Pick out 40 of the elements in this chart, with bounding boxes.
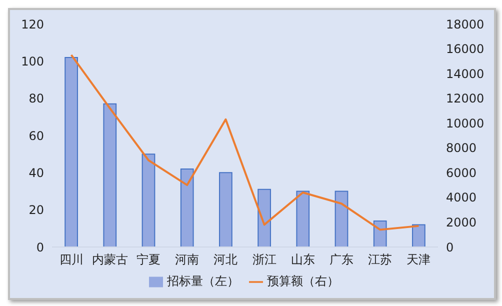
bar (373, 220, 387, 247)
bar (334, 190, 348, 247)
bar (296, 190, 310, 247)
y-tick-label: 20 (28, 203, 44, 218)
y-tick-label: 80 (28, 92, 44, 106)
x-tick-label: 天津 (406, 252, 431, 267)
y-tick-label: 60 (28, 128, 44, 143)
y2-tick-label: 2000 (446, 215, 477, 230)
legend-label: 招标量（左） (167, 274, 239, 288)
bar (103, 103, 117, 247)
y2-tick-label: 0 (446, 240, 454, 254)
x-tick-label: 宁夏 (136, 252, 160, 267)
x-tick-label: 四川 (59, 252, 84, 267)
x-tick-label: 江苏 (368, 252, 392, 267)
y-tick-label: 120 (21, 17, 44, 32)
legend-label: 预算额（右） (267, 274, 339, 288)
bar (64, 56, 78, 247)
bar (258, 188, 271, 247)
y-tick-label: 40 (28, 166, 44, 180)
y2-tick-label: 16000 (446, 42, 484, 56)
y-tick-label: 0 (36, 240, 44, 254)
x-tick-label: 广东 (330, 252, 354, 267)
y2-tick-label: 4000 (446, 190, 477, 205)
x-tick-label: 河南 (175, 252, 200, 267)
y-tick-label: 100 (21, 54, 44, 68)
y2-tick-label: 14000 (446, 66, 484, 81)
x-tick-label: 内蒙古 (92, 252, 128, 267)
y2-tick-label: 6000 (446, 166, 477, 180)
x-tick-label: 河北 (214, 252, 238, 267)
x-tick-label: 浙江 (252, 252, 276, 267)
y2-tick-label: 8000 (446, 141, 477, 156)
y2-tick-label: 12000 (446, 92, 484, 106)
bar (142, 154, 156, 247)
x-tick-label: 山东 (290, 252, 315, 267)
bar (219, 172, 232, 247)
bar (180, 168, 194, 247)
line-series (70, 54, 420, 231)
bar (412, 224, 426, 247)
y2-tick-label: 10000 (446, 116, 484, 130)
y2-tick-label: 18000 (446, 17, 484, 32)
